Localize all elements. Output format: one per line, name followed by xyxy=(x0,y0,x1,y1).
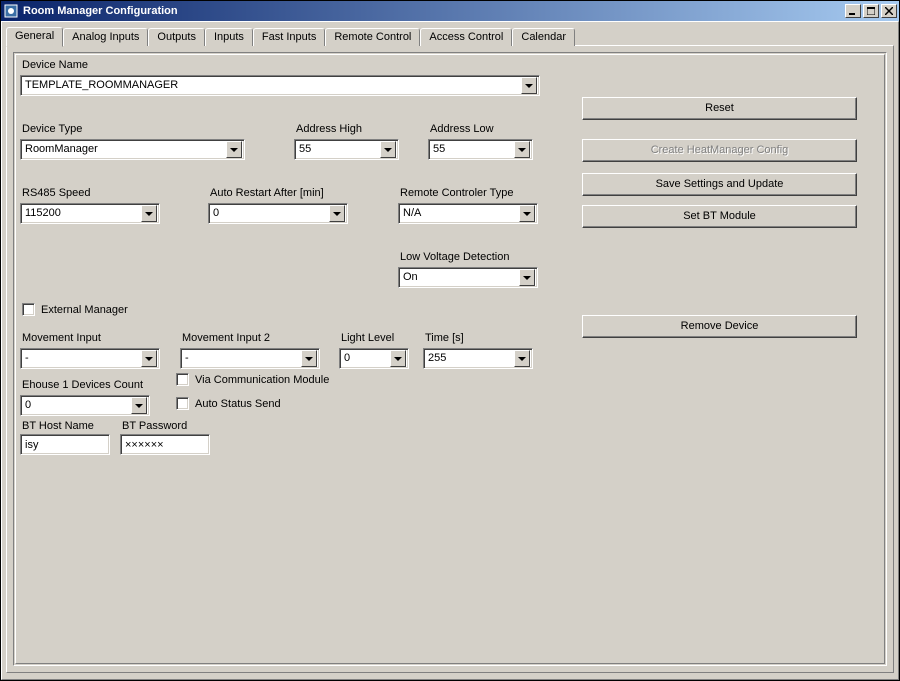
chevron-down-icon[interactable] xyxy=(519,205,535,222)
auto-status-checkbox[interactable]: Auto Status Send xyxy=(176,397,281,410)
rs485-speed-combo[interactable]: 115200 xyxy=(20,203,160,224)
panel-content: Device Name TEMPLATE_ROOMMANAGER Device … xyxy=(15,54,885,664)
address-low-label: Address Low xyxy=(430,123,494,135)
ehouse-count-combo[interactable]: 0 xyxy=(20,395,150,416)
external-manager-label: External Manager xyxy=(41,304,128,316)
auto-status-label: Auto Status Send xyxy=(195,398,281,410)
panel-frame: Device Name TEMPLATE_ROOMMANAGER Device … xyxy=(13,52,887,666)
window-title: Room Manager Configuration xyxy=(23,5,845,17)
chevron-down-icon[interactable] xyxy=(131,397,147,414)
tab-outputs[interactable]: Outputs xyxy=(148,28,205,46)
tab-strip: General Analog Inputs Outputs Inputs Fas… xyxy=(6,26,894,46)
rs485-speed-label: RS485 Speed xyxy=(22,187,91,199)
address-low-combo[interactable]: 55 xyxy=(428,139,533,160)
chevron-down-icon[interactable] xyxy=(329,205,345,222)
bt-pass-input[interactable] xyxy=(120,434,210,455)
address-high-label: Address High xyxy=(296,123,362,135)
checkbox-box xyxy=(176,397,189,410)
checkbox-box xyxy=(22,303,35,316)
low-voltage-combo[interactable]: On xyxy=(398,267,538,288)
movement-input-value: - xyxy=(21,350,141,367)
ehouse-count-label: Ehouse 1 Devices Count xyxy=(22,379,143,391)
device-type-value: RoomManager xyxy=(21,141,226,158)
chevron-down-icon[interactable] xyxy=(514,141,530,158)
tab-analog-inputs[interactable]: Analog Inputs xyxy=(63,28,148,46)
ehouse-count-value: 0 xyxy=(21,397,131,414)
remove-device-button[interactable]: Remove Device xyxy=(582,315,857,338)
movement-input-combo[interactable]: - xyxy=(20,348,160,369)
tab-calendar[interactable]: Calendar xyxy=(512,28,575,46)
device-name-label: Device Name xyxy=(22,59,88,71)
device-type-label: Device Type xyxy=(22,123,82,135)
tab-remote-control[interactable]: Remote Control xyxy=(325,28,420,46)
movement-input-label: Movement Input xyxy=(22,332,101,344)
tab-panel-general: Device Name TEMPLATE_ROOMMANAGER Device … xyxy=(6,45,894,673)
movement-input2-value: - xyxy=(181,350,301,367)
device-name-value: TEMPLATE_ROOMMANAGER xyxy=(21,77,521,94)
chevron-down-icon[interactable] xyxy=(141,350,157,367)
chevron-down-icon[interactable] xyxy=(521,77,537,94)
save-update-button[interactable]: Save Settings and Update xyxy=(582,173,857,196)
low-voltage-value: On xyxy=(399,269,519,286)
bt-host-field[interactable] xyxy=(21,435,109,454)
device-name-combo[interactable]: TEMPLATE_ROOMMANAGER xyxy=(20,75,540,96)
chevron-down-icon[interactable] xyxy=(141,205,157,222)
time-combo[interactable]: 255 xyxy=(423,348,533,369)
maximize-button[interactable] xyxy=(863,4,879,18)
external-manager-checkbox[interactable]: External Manager xyxy=(22,303,128,316)
movement-input2-combo[interactable]: - xyxy=(180,348,320,369)
movement-input2-label: Movement Input 2 xyxy=(182,332,270,344)
auto-restart-label: Auto Restart After [min] xyxy=(210,187,324,199)
chevron-down-icon[interactable] xyxy=(226,141,242,158)
light-level-value: 0 xyxy=(340,350,390,367)
tab-general[interactable]: General xyxy=(6,27,63,47)
create-heatmanager-button[interactable]: Create HeatManager Config xyxy=(582,139,857,162)
tab-inputs[interactable]: Inputs xyxy=(205,28,253,46)
chevron-down-icon[interactable] xyxy=(390,350,406,367)
chevron-down-icon[interactable] xyxy=(301,350,317,367)
time-value: 255 xyxy=(424,350,514,367)
chevron-down-icon[interactable] xyxy=(514,350,530,367)
remote-controller-combo[interactable]: N/A xyxy=(398,203,538,224)
light-level-combo[interactable]: 0 xyxy=(339,348,409,369)
low-voltage-label: Low Voltage Detection xyxy=(400,251,509,263)
checkbox-box xyxy=(176,373,189,386)
minimize-button[interactable] xyxy=(845,4,861,18)
remote-controller-label: Remote Controler Type xyxy=(400,187,514,199)
reset-button[interactable]: Reset xyxy=(582,97,857,120)
bt-host-input[interactable] xyxy=(20,434,110,455)
set-bt-button[interactable]: Set BT Module xyxy=(582,205,857,228)
app-icon xyxy=(3,3,19,19)
address-high-value: 55 xyxy=(295,141,380,158)
time-label: Time [s] xyxy=(425,332,464,344)
bt-pass-label: BT Password xyxy=(122,420,187,432)
client-area: General Analog Inputs Outputs Inputs Fas… xyxy=(1,21,899,680)
auto-restart-value: 0 xyxy=(209,205,329,222)
titlebar: Room Manager Configuration xyxy=(1,1,899,21)
window-buttons xyxy=(845,4,897,18)
auto-restart-combo[interactable]: 0 xyxy=(208,203,348,224)
device-type-combo[interactable]: RoomManager xyxy=(20,139,245,160)
address-low-value: 55 xyxy=(429,141,514,158)
close-button[interactable] xyxy=(881,4,897,18)
via-comm-checkbox[interactable]: Via Communication Module xyxy=(176,373,329,386)
address-high-combo[interactable]: 55 xyxy=(294,139,399,160)
chevron-down-icon[interactable] xyxy=(519,269,535,286)
bt-host-label: BT Host Name xyxy=(22,420,94,432)
tab-access-control[interactable]: Access Control xyxy=(420,28,512,46)
bt-pass-field[interactable] xyxy=(121,435,209,454)
rs485-speed-value: 115200 xyxy=(21,205,141,222)
light-level-label: Light Level xyxy=(341,332,394,344)
app-window: Room Manager Configuration General Analo… xyxy=(0,0,900,681)
remote-controller-value: N/A xyxy=(399,205,519,222)
chevron-down-icon[interactable] xyxy=(380,141,396,158)
via-comm-label: Via Communication Module xyxy=(195,374,329,386)
tab-fast-inputs[interactable]: Fast Inputs xyxy=(253,28,325,46)
